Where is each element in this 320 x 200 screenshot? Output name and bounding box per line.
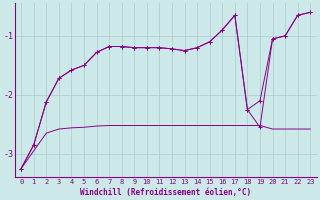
X-axis label: Windchill (Refroidissement éolien,°C): Windchill (Refroidissement éolien,°C) <box>80 188 251 197</box>
